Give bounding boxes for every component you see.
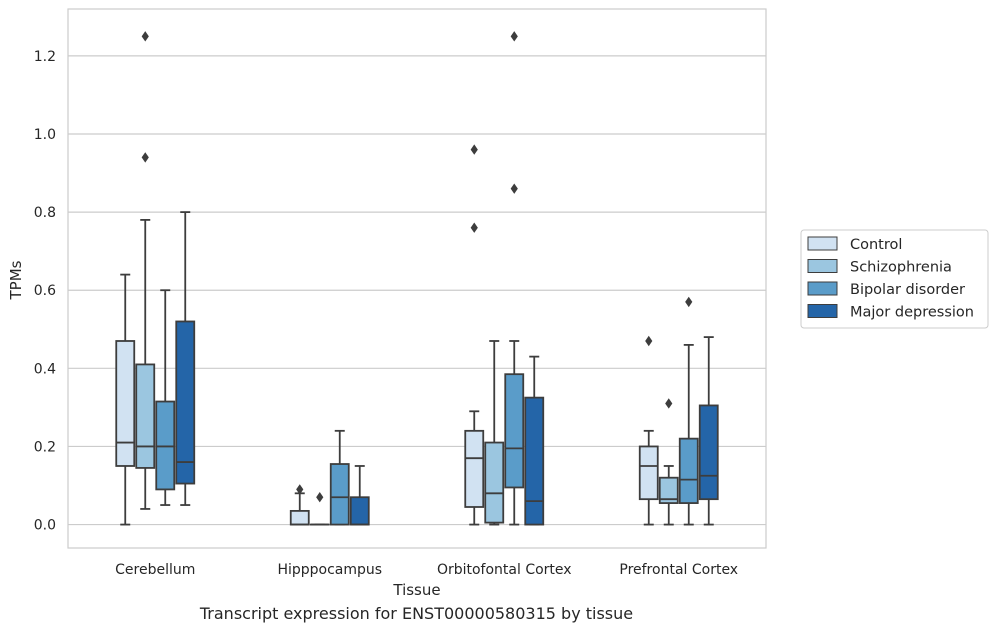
box-1-0 <box>289 484 310 526</box>
legend-item: Control <box>807 236 902 253</box>
chart-caption: Transcript expression for ENST0000058031… <box>199 604 634 623</box>
box-0-1 <box>135 31 156 510</box>
box-2-2 <box>504 31 525 526</box>
box-groups <box>115 31 719 526</box>
legend-item: Bipolar disorder <box>807 281 965 298</box>
box-1-1 <box>309 492 330 526</box>
box-iqr <box>504 373 525 489</box>
outlier-point <box>296 484 304 495</box>
legend-swatch <box>807 236 838 251</box>
x-tick-label: Hipppocampus <box>277 562 382 578</box>
legend-item: Major depression <box>807 304 974 321</box>
box-2-3 <box>524 355 545 526</box>
outlier-point <box>645 335 653 347</box>
outlier-point <box>510 183 518 194</box>
legend-swatch <box>807 304 838 318</box>
x-tick-label: Cerebellum <box>115 562 195 578</box>
legend-label: Bipolar disorder <box>850 282 965 298</box>
legend-swatch <box>807 259 838 273</box>
box-1-3 <box>349 465 370 526</box>
y-tick-label: 0.8 <box>34 205 56 221</box>
legend-swatch <box>807 281 838 296</box>
box-3-2 <box>678 296 699 526</box>
outlier-point <box>316 492 324 503</box>
x-tick-labels: Cerebellum Hipppocampus Orbitofontal Corte… <box>115 562 738 578</box>
outlier-point <box>665 398 673 409</box>
x-tick-label: Prefrontal Cortex <box>619 562 738 578</box>
y-tick-label: 1.2 <box>34 49 56 65</box>
y-axis-title: TPMs <box>7 260 25 300</box>
box-iqr <box>638 445 659 501</box>
legend-label: Control <box>850 237 902 253</box>
box-iqr <box>524 396 545 526</box>
box-2-0 <box>464 144 485 526</box>
plot-frame <box>67 8 767 549</box>
box-3-0 <box>638 335 659 526</box>
box-1-2 <box>329 429 350 526</box>
legend-frame <box>800 229 989 329</box>
box-iqr <box>658 476 679 504</box>
outlier-point <box>685 296 693 308</box>
legend-label: Major depression <box>850 305 974 321</box>
legend: Control Schizophrenia Bipolar disorder Majo… <box>800 229 989 329</box>
box-2-1 <box>484 340 505 526</box>
outlier-point <box>141 31 149 42</box>
y-tick-labels: 0.0 0.2 0.4 0.6 0.8 1.0 1.2 <box>34 49 56 534</box>
legend-item: Schizophrenia <box>807 259 952 276</box>
box-iqr <box>175 320 196 485</box>
outlier-point <box>141 152 149 163</box>
box-iqr <box>329 463 350 526</box>
box-iqr <box>698 404 719 501</box>
outlier-point <box>470 222 478 233</box>
box-iqr <box>464 429 485 508</box>
x-axis-title: Tissue <box>392 581 440 599</box>
outlier-point <box>470 144 478 155</box>
y-tick-label: 0.6 <box>34 283 56 299</box>
box-iqr <box>678 437 699 504</box>
box-0-3 <box>175 211 196 506</box>
y-tick-label: 0.0 <box>34 518 56 534</box>
box-iqr <box>289 509 310 526</box>
box-0-0 <box>115 273 136 526</box>
y-tick-label: 0.4 <box>34 361 56 377</box>
box-3-1 <box>658 398 679 526</box>
box-iqr <box>349 496 370 526</box>
box-0-2 <box>155 289 176 506</box>
x-tick-label: Orbitofontal Cortex <box>437 562 572 578</box>
box-3-3 <box>698 336 719 526</box>
y-tick-label: 0.2 <box>34 439 56 455</box>
box-iqr <box>115 340 136 467</box>
box-iqr <box>484 441 505 524</box>
legend-label: Schizophrenia <box>850 260 952 276</box>
outlier-point <box>510 31 518 42</box>
box-iqr <box>155 400 176 491</box>
box-iqr <box>135 363 156 469</box>
y-tick-label: 1.0 <box>34 127 56 143</box>
